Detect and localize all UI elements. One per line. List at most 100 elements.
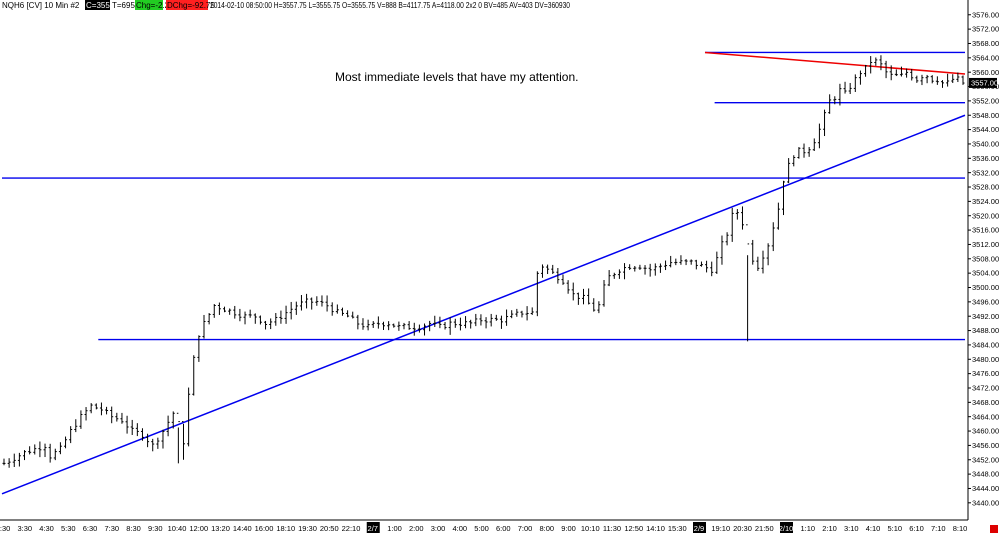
ohlc-bar — [412, 322, 416, 336]
ohlc-bar — [361, 318, 365, 330]
y-tick-label: 3496.00 — [972, 297, 999, 306]
y-tick-label: 3452.00 — [972, 455, 999, 464]
x-tick-label: 22:10 — [342, 524, 361, 533]
ohlc-bar — [33, 444, 37, 455]
ohlc-bar — [884, 60, 888, 79]
ohlc-bar — [423, 323, 427, 336]
y-tick-label: 3492.00 — [972, 312, 999, 321]
x-tick-label: 13:20 — [211, 524, 230, 533]
ohlc-bar — [105, 406, 109, 415]
ohlc-bar — [730, 207, 734, 242]
ohlc-bar — [705, 260, 709, 273]
ohlc-bar — [43, 443, 47, 458]
ohlc-bar — [515, 308, 519, 317]
ohlc-bar — [546, 264, 550, 275]
ohlc-bar — [428, 320, 432, 332]
y-tick-label: 3544.00 — [972, 125, 999, 134]
ohlc-bar — [858, 70, 862, 85]
ohlc-bar — [828, 94, 832, 114]
ohlc-bar — [566, 280, 570, 294]
ohlc-bar — [735, 209, 739, 220]
ohlc-bar — [443, 321, 447, 330]
x-tick-label: 15:30 — [668, 524, 687, 533]
ohlc-bar — [848, 82, 852, 95]
ohlc-bar — [664, 260, 668, 271]
ohlc-bar — [699, 261, 703, 267]
ohlc-bar — [853, 74, 857, 92]
y-tick-label: 3516.00 — [972, 226, 999, 235]
ohlc-bar — [612, 272, 616, 279]
x-tick-label: 6:10 — [909, 524, 924, 533]
ohlc-bar — [920, 74, 924, 86]
ohlc-bar — [299, 295, 303, 311]
y-tick-label: 3540.00 — [972, 140, 999, 149]
ohlc-bar — [448, 317, 452, 335]
x-tick-label: 8:30 — [126, 524, 141, 533]
x-tick-label: 3:00 — [431, 524, 446, 533]
y-tick-label: 3520.00 — [972, 211, 999, 220]
x-tick-label: 20:30 — [733, 524, 752, 533]
x-tick-label: 4:30 — [39, 524, 54, 533]
ohlc-bar — [648, 263, 652, 277]
y-tick-label: 3572.00 — [972, 25, 999, 34]
ohlc-bar — [582, 288, 586, 305]
bar-info-label: 2014-02-10 08:50:00 H=3557.75 L=3555.75 … — [210, 1, 570, 10]
y-tick-label: 3484.00 — [972, 341, 999, 350]
ohlc-bar — [28, 446, 32, 455]
ohlc-bar — [99, 402, 103, 416]
y-tick-label: 3468.00 — [972, 398, 999, 407]
x-tick-label: 7:30 — [104, 524, 119, 533]
ohlc-bar — [53, 448, 57, 461]
ohlc-bar — [910, 68, 914, 81]
ohlc-bar — [869, 56, 873, 74]
ohlc-bar — [402, 322, 406, 330]
ohlc-bar — [243, 311, 247, 325]
ohlc-bar — [571, 282, 575, 301]
ohlc-bar — [905, 68, 909, 78]
ohlc-bar — [771, 222, 775, 252]
ohlc-bar — [561, 274, 565, 285]
x-tick-label: 2:00 — [409, 524, 424, 533]
last-price-bg — [85, 0, 110, 10]
x-tick-label: 14:10 — [646, 524, 665, 533]
x-tick-label: 5:10 — [887, 524, 902, 533]
y-tick-label: 3512.00 — [972, 240, 999, 249]
annotation-text: Most immediate levels that have my atten… — [335, 70, 578, 84]
y-tick-label: 3440.00 — [972, 498, 999, 507]
ohlc-bar — [366, 319, 370, 331]
ohlc-bar — [874, 57, 878, 66]
ohlc-bar — [530, 307, 534, 315]
y-tick-label: 3444.00 — [972, 484, 999, 493]
ohlc-bar — [479, 314, 483, 326]
ohlc-bar — [58, 442, 62, 455]
ohlc-bar — [330, 302, 334, 316]
ohlc-bar — [351, 311, 355, 319]
ohlc-bar — [135, 423, 139, 437]
x-tick-label: 3:30 — [17, 524, 32, 533]
dchg-label: DChg=-92.75 — [167, 1, 215, 10]
ohlc-bar — [238, 308, 242, 322]
ohlc-bar — [864, 64, 868, 77]
x-tick-label: 2:10 — [822, 524, 837, 533]
ohlc-bar — [935, 76, 939, 85]
ohlc-bar — [694, 259, 698, 270]
x-tick-label: 16:00 — [255, 524, 274, 533]
y-tick-label: 3564.00 — [972, 53, 999, 62]
ohlc-bar — [894, 69, 898, 77]
y-tick-label: 3576.00 — [972, 10, 999, 19]
ohlc-bar — [469, 319, 473, 329]
ohlc-bar — [284, 305, 288, 324]
ohlc-bar — [525, 306, 529, 321]
ohlc-bar — [812, 138, 816, 151]
x-tick-label: 11:30 — [603, 524, 621, 533]
ohlc-bar — [289, 301, 293, 320]
ohlc-bar — [658, 263, 662, 273]
ohlc-bar — [628, 264, 632, 270]
ohlc-bar — [346, 310, 350, 318]
ohlc-bar — [192, 355, 196, 396]
x-tick-label: 4:10 — [866, 524, 881, 533]
ohlc-bar — [607, 270, 611, 287]
x-tick-label: 6:00 — [496, 524, 511, 533]
x-tick-label: 7:00 — [518, 524, 533, 533]
ohlc-bar — [623, 263, 627, 280]
